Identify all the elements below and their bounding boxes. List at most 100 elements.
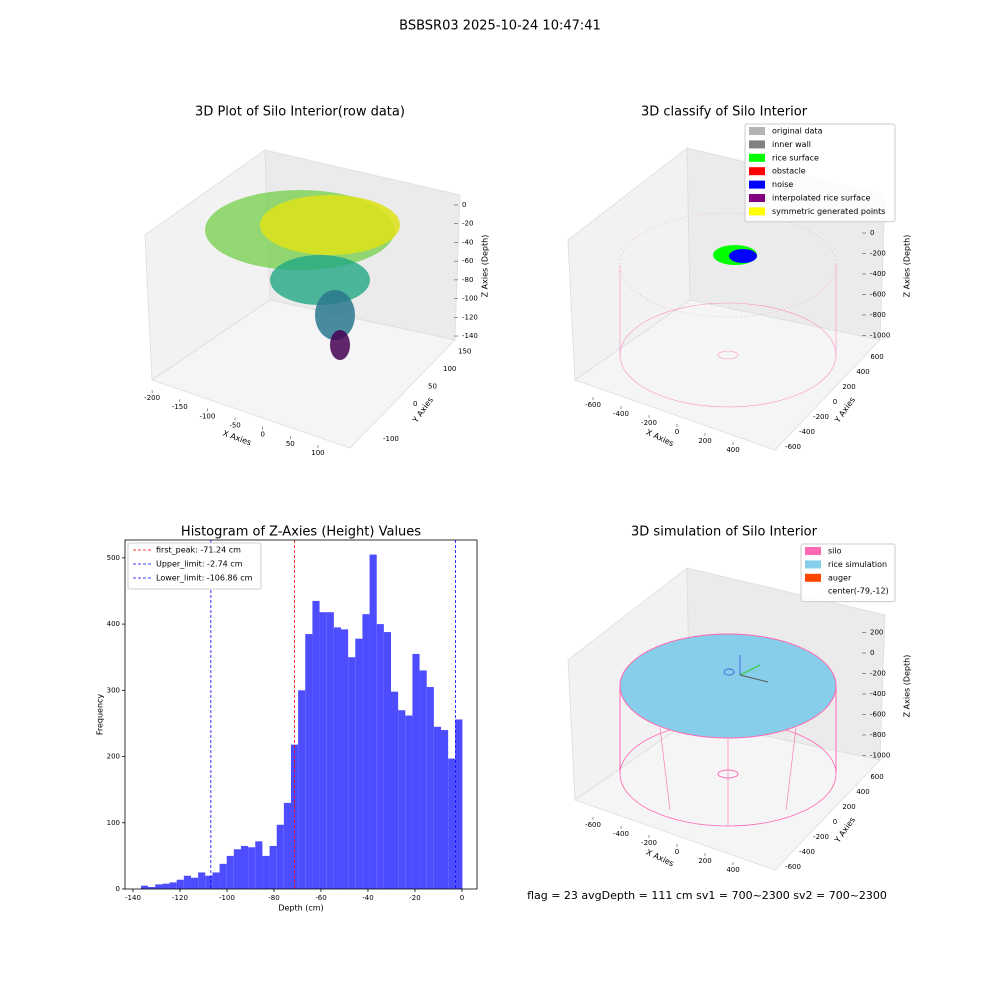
bar — [312, 600, 320, 889]
legend-label: auger — [828, 573, 852, 582]
bar — [248, 847, 256, 889]
bar — [262, 855, 270, 889]
legend-patch — [805, 547, 821, 555]
legend-patch — [805, 587, 821, 596]
bar — [390, 691, 399, 889]
legend-label: rice simulation — [828, 560, 887, 569]
legend-patch — [749, 194, 765, 202]
bar — [233, 849, 241, 889]
y-tick-label: 300 — [107, 686, 120, 694]
bar — [426, 687, 434, 889]
z-tick-label: -600 — [870, 291, 886, 299]
x-tick-label: -80 — [268, 894, 279, 902]
y-tick-label: 600 — [870, 353, 883, 361]
y-tick-label: -600 — [785, 443, 801, 451]
z-tick-label: -1000 — [870, 752, 890, 760]
bar — [383, 632, 391, 889]
x-tick-label: -20 — [409, 894, 420, 902]
bar — [255, 841, 263, 889]
x-tick-label: -120 — [172, 894, 188, 902]
z-tick-label: -800 — [870, 311, 886, 319]
z-tick-label: -140 — [462, 332, 478, 340]
bar — [283, 802, 291, 889]
x-tick-label: -150 — [172, 403, 188, 411]
y-tick-label: 0 — [833, 818, 837, 826]
x-axis-label: X Axies — [645, 848, 676, 869]
legend-patch — [749, 180, 765, 189]
y-tick-label: 200 — [842, 803, 855, 811]
y-tick-label: 0 — [413, 400, 417, 408]
y-tick-label: 150 — [458, 348, 471, 356]
y-tick-label: -200 — [813, 833, 829, 841]
classified-points — [713, 245, 757, 265]
x-axis-label: X Axies — [645, 428, 676, 449]
y-tick-label: 100 — [107, 819, 120, 827]
legend-patch — [805, 560, 821, 569]
z-tick-label: -600 — [870, 711, 886, 719]
bar — [348, 657, 356, 889]
x-tick-label: -400 — [613, 410, 629, 418]
bar — [190, 877, 199, 889]
z-tick-label: -400 — [870, 270, 886, 278]
x-tick-label: 0 — [460, 894, 464, 902]
x-tick-label: -400 — [613, 830, 629, 838]
bar — [441, 730, 449, 889]
bar — [219, 863, 227, 889]
bar — [212, 872, 220, 889]
x-tick-label: 0 — [260, 431, 264, 439]
bar — [455, 719, 463, 889]
z-tick-label: -20 — [462, 220, 473, 228]
legend-label: silo — [828, 547, 842, 556]
bar — [148, 887, 156, 889]
z-tick-label: -200 — [870, 250, 886, 258]
x-tick-label: -50 — [229, 422, 240, 430]
legend-label: inner wall — [772, 140, 811, 149]
legend-patch — [749, 140, 765, 149]
bar — [276, 824, 284, 889]
y-tick-label: 400 — [856, 368, 869, 376]
x-tick-label: 0 — [675, 848, 679, 856]
x-axis-label: Depth (cm) — [278, 904, 323, 913]
z-tick-label: -40 — [462, 238, 473, 246]
suptitle: BSBSR03 2025-10-24 10:47:41 — [399, 19, 601, 34]
y-tick-label: 500 — [107, 554, 120, 562]
y-tick-label: -600 — [785, 863, 801, 871]
y-axis-label: Frequency — [96, 694, 105, 736]
legend-box — [744, 123, 896, 223]
bar — [298, 690, 306, 889]
z-tick-label: -120 — [462, 313, 478, 321]
y-tick-label: 200 — [842, 383, 855, 391]
x-tick-label: 200 — [698, 857, 711, 865]
legend-label: Upper_limit: -2.74 cm — [156, 560, 243, 569]
bar — [169, 882, 177, 889]
bar — [405, 715, 413, 889]
legend-label: center(-79,-12) — [828, 587, 889, 596]
legend-label: original data — [772, 127, 823, 136]
bar — [205, 875, 213, 889]
bar — [305, 634, 313, 889]
bar — [362, 614, 370, 889]
legend-box — [800, 543, 896, 603]
x-tick-label: -40 — [362, 894, 373, 902]
chart-title: 3D simulation of Silo Interior — [631, 525, 818, 540]
bar — [369, 554, 377, 889]
bar — [333, 627, 341, 889]
bar — [419, 670, 427, 889]
bar — [319, 612, 327, 889]
silo-simulation — [619, 633, 837, 827]
silo-wireframe — [619, 212, 837, 408]
legend-label: obstacle — [772, 167, 806, 176]
bar — [226, 855, 234, 889]
z-tick-label: -100 — [462, 295, 478, 303]
z-tick-label: -60 — [462, 257, 473, 265]
x-tick-label: 400 — [726, 446, 739, 454]
x-tick-label: -200 — [144, 394, 160, 402]
z-axis-label: Z Axies (Depth) — [903, 235, 912, 298]
legend-patch — [749, 167, 765, 176]
bar — [326, 612, 334, 889]
bar — [140, 885, 149, 889]
x-tick-label: 50 — [286, 440, 295, 448]
z-tick-label: 200 — [870, 629, 883, 637]
y-tick-label: 200 — [107, 753, 120, 761]
x-tick-label: -600 — [585, 401, 601, 409]
